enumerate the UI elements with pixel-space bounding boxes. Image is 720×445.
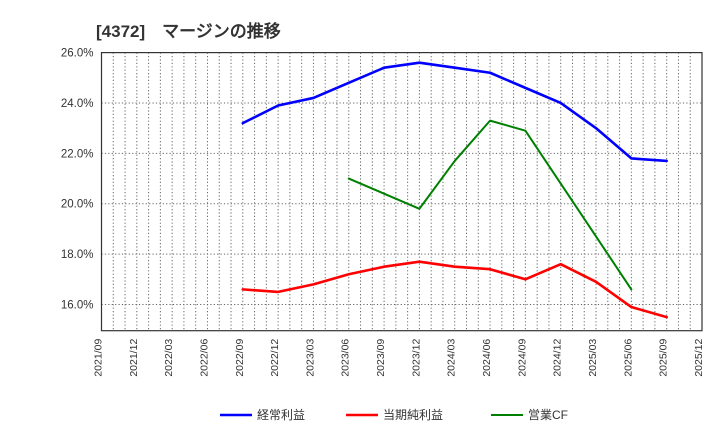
svg-text:2023/06: 2023/06 [340,339,352,377]
svg-text:2025/06: 2025/06 [622,339,634,377]
svg-text:20.0%: 20.0% [61,199,94,211]
svg-text:2022/03: 2022/03 [163,339,175,377]
svg-text:2023/03: 2023/03 [304,339,316,377]
svg-text:2025/09: 2025/09 [658,339,670,377]
svg-text:2022/12: 2022/12 [269,339,281,377]
svg-text:2024/03: 2024/03 [446,339,458,377]
svg-text:2021/09: 2021/09 [93,339,105,377]
svg-text:24.0%: 24.0% [61,98,94,110]
svg-text:2025/12: 2025/12 [693,339,705,377]
svg-text:2025/03: 2025/03 [587,339,599,377]
svg-text:2023/09: 2023/09 [375,339,387,377]
svg-text:18.0%: 18.0% [61,249,94,261]
svg-text:22.0%: 22.0% [61,148,94,160]
svg-text:26.0%: 26.0% [61,48,94,60]
svg-text:2021/12: 2021/12 [128,339,140,377]
svg-text:2024/12: 2024/12 [552,339,564,377]
svg-text:経常利益: 経常利益 [257,408,305,422]
svg-text:2024/06: 2024/06 [481,339,493,377]
svg-text:2024/09: 2024/09 [516,339,528,377]
svg-text:営業CF: 営業CF [528,408,568,422]
svg-text:2022/09: 2022/09 [234,339,246,377]
svg-text:2023/12: 2023/12 [410,339,422,377]
svg-text:16.0%: 16.0% [61,300,94,312]
svg-text:2022/06: 2022/06 [198,339,210,377]
svg-text:当期純利益: 当期純利益 [383,408,443,422]
